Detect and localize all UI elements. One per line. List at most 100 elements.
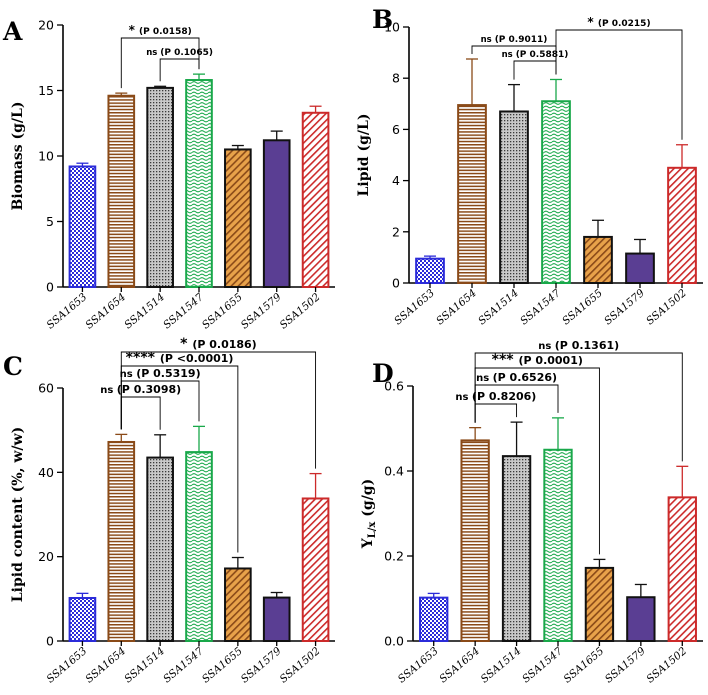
y-tick-label: 20 bbox=[38, 549, 54, 564]
x-tick-label: SSA1579 bbox=[239, 291, 284, 332]
bar-ssa1654 bbox=[457, 104, 487, 284]
y-tick-label: 10 bbox=[384, 20, 400, 35]
bar-ssa1502 bbox=[301, 497, 330, 642]
x-tick-label: SSA1653 bbox=[44, 645, 89, 686]
x-tick-label: SSA1654 bbox=[83, 291, 128, 331]
x-tick-label: SSA1653 bbox=[44, 291, 89, 332]
y-tick-label: 0.0 bbox=[384, 634, 404, 649]
bar-ssa1547 bbox=[541, 100, 571, 284]
significance-bracket bbox=[120, 396, 161, 430]
bar-ssa1579 bbox=[626, 596, 656, 642]
x-tick-label: SSA1655 bbox=[561, 645, 606, 686]
x-tick-label: SSA1514 bbox=[476, 287, 521, 327]
y-tick-label: 15 bbox=[38, 83, 54, 98]
bar-ssa1654 bbox=[460, 439, 490, 642]
y-tick-label: 8 bbox=[392, 71, 400, 86]
bar-ssa1514 bbox=[501, 455, 532, 642]
y-tick-label: 40 bbox=[38, 465, 54, 480]
y-tick-label: 0.6 bbox=[384, 379, 404, 394]
y-tick-label: 6 bbox=[392, 122, 400, 137]
bar-ssa1502 bbox=[301, 111, 330, 288]
bar-ssa1547 bbox=[185, 79, 213, 288]
x-tick-label: SSA1502 bbox=[644, 645, 689, 686]
y-axis-label: Lipid (g/L) bbox=[356, 114, 372, 197]
significance-label: ns (P 0.5881) bbox=[502, 50, 569, 60]
panel-b: B 0 2 4 6 8 10 Lipid (g/L) SSA1653SSA1654SSA1514… bbox=[356, 5, 703, 327]
significance-label: ns (P 0.9011) bbox=[481, 35, 548, 45]
bar-ssa1655 bbox=[584, 566, 615, 643]
bar-ssa1579 bbox=[262, 596, 291, 643]
x-tick-label: SSA1514 bbox=[122, 291, 167, 331]
panel-letter: B bbox=[372, 5, 393, 34]
significance-label: ns (P 0.3098) bbox=[100, 383, 181, 396]
x-tick-label: SSA1547 bbox=[518, 287, 563, 328]
significance-bracket bbox=[513, 60, 557, 80]
significance-bracket bbox=[471, 45, 557, 75]
bar-ssa1579 bbox=[262, 139, 291, 288]
bar-ssa1502 bbox=[667, 166, 697, 284]
significance-label: ns (P 0.1065) bbox=[146, 48, 213, 58]
significance-bracket bbox=[474, 403, 518, 423]
x-tick-label: SSA1502 bbox=[278, 291, 323, 332]
significance-bracket bbox=[555, 29, 683, 140]
bar-ssa1653 bbox=[68, 596, 97, 642]
x-tick-label: SSA1655 bbox=[560, 287, 605, 328]
y-tick-label: 60 bbox=[38, 381, 54, 396]
significance-bracket bbox=[474, 352, 683, 462]
x-tick-label: SSA1579 bbox=[239, 645, 284, 686]
y-tick-label: 0.4 bbox=[384, 464, 404, 479]
significance-label: * (P 0.0186) bbox=[180, 336, 257, 352]
x-tick-label: SSA1579 bbox=[602, 287, 647, 328]
bar-ssa1547 bbox=[543, 448, 573, 642]
x-tick-label: SSA1654 bbox=[437, 645, 482, 685]
significance-label: * (P 0.0215) bbox=[587, 15, 650, 29]
significance-label: ns (P 0.5319) bbox=[120, 367, 201, 380]
panel-letter: A bbox=[2, 17, 23, 46]
x-tick-label: SSA1653 bbox=[392, 287, 437, 328]
significance-label: ns (P 0.1361) bbox=[538, 339, 619, 352]
y-tick-label: 0 bbox=[46, 280, 54, 295]
significance-label: *** (P 0.0001) bbox=[492, 352, 583, 368]
bar-ssa1654 bbox=[107, 440, 136, 642]
x-tick-label: SSA1654 bbox=[83, 645, 128, 685]
y-axis-label: Biomass (g/L) bbox=[10, 101, 26, 210]
panel-letter: C bbox=[3, 352, 23, 381]
y-tick-label: 5 bbox=[46, 214, 54, 229]
significance-label: ns (P 0.6526) bbox=[476, 371, 557, 384]
bar-ssa1655 bbox=[224, 567, 252, 642]
x-tick-label: SSA1547 bbox=[161, 291, 206, 332]
x-tick-label: SSA1579 bbox=[603, 645, 648, 686]
bar-ssa1655 bbox=[583, 235, 613, 284]
x-tick-label: SSA1547 bbox=[520, 645, 565, 686]
x-tick-label: SSA1655 bbox=[200, 645, 245, 686]
x-tick-label: SSA1514 bbox=[479, 645, 524, 685]
x-tick-label: SSA1653 bbox=[396, 645, 441, 686]
significance-bracket bbox=[159, 58, 200, 82]
bar-ssa1514 bbox=[499, 110, 529, 285]
bar-ssa1579 bbox=[625, 252, 655, 284]
y-tick-label: 0 bbox=[46, 634, 54, 649]
y-axis-label: YL/x (g/g) bbox=[360, 479, 378, 549]
panel-d: D0.00.20.40.6YL/x (g/g)SSA1653SSA1654SSA… bbox=[360, 339, 703, 685]
y-tick-label: 0.2 bbox=[384, 549, 404, 564]
significance-label: * (P 0.0158) bbox=[129, 23, 192, 37]
x-tick-label: SSA1547 bbox=[161, 645, 206, 686]
bar-ssa1514 bbox=[146, 456, 174, 643]
significance-label: **** (P <0.0001) bbox=[126, 350, 234, 366]
y-tick-label: 10 bbox=[38, 149, 54, 164]
panel-letter: D bbox=[372, 359, 394, 388]
bar-ssa1547 bbox=[185, 451, 213, 642]
x-tick-label: SSA1655 bbox=[200, 291, 245, 332]
bar-ssa1653 bbox=[68, 165, 97, 288]
bar-ssa1653 bbox=[419, 596, 449, 643]
x-tick-label: SSA1514 bbox=[122, 645, 167, 685]
x-tick-label: SSA1654 bbox=[434, 287, 479, 327]
y-tick-label: 2 bbox=[392, 224, 400, 239]
y-tick-label: 20 bbox=[38, 18, 54, 33]
y-tick-label: 0 bbox=[392, 276, 400, 291]
x-tick-label: SSA1502 bbox=[278, 645, 323, 686]
bar-ssa1502 bbox=[667, 496, 697, 642]
